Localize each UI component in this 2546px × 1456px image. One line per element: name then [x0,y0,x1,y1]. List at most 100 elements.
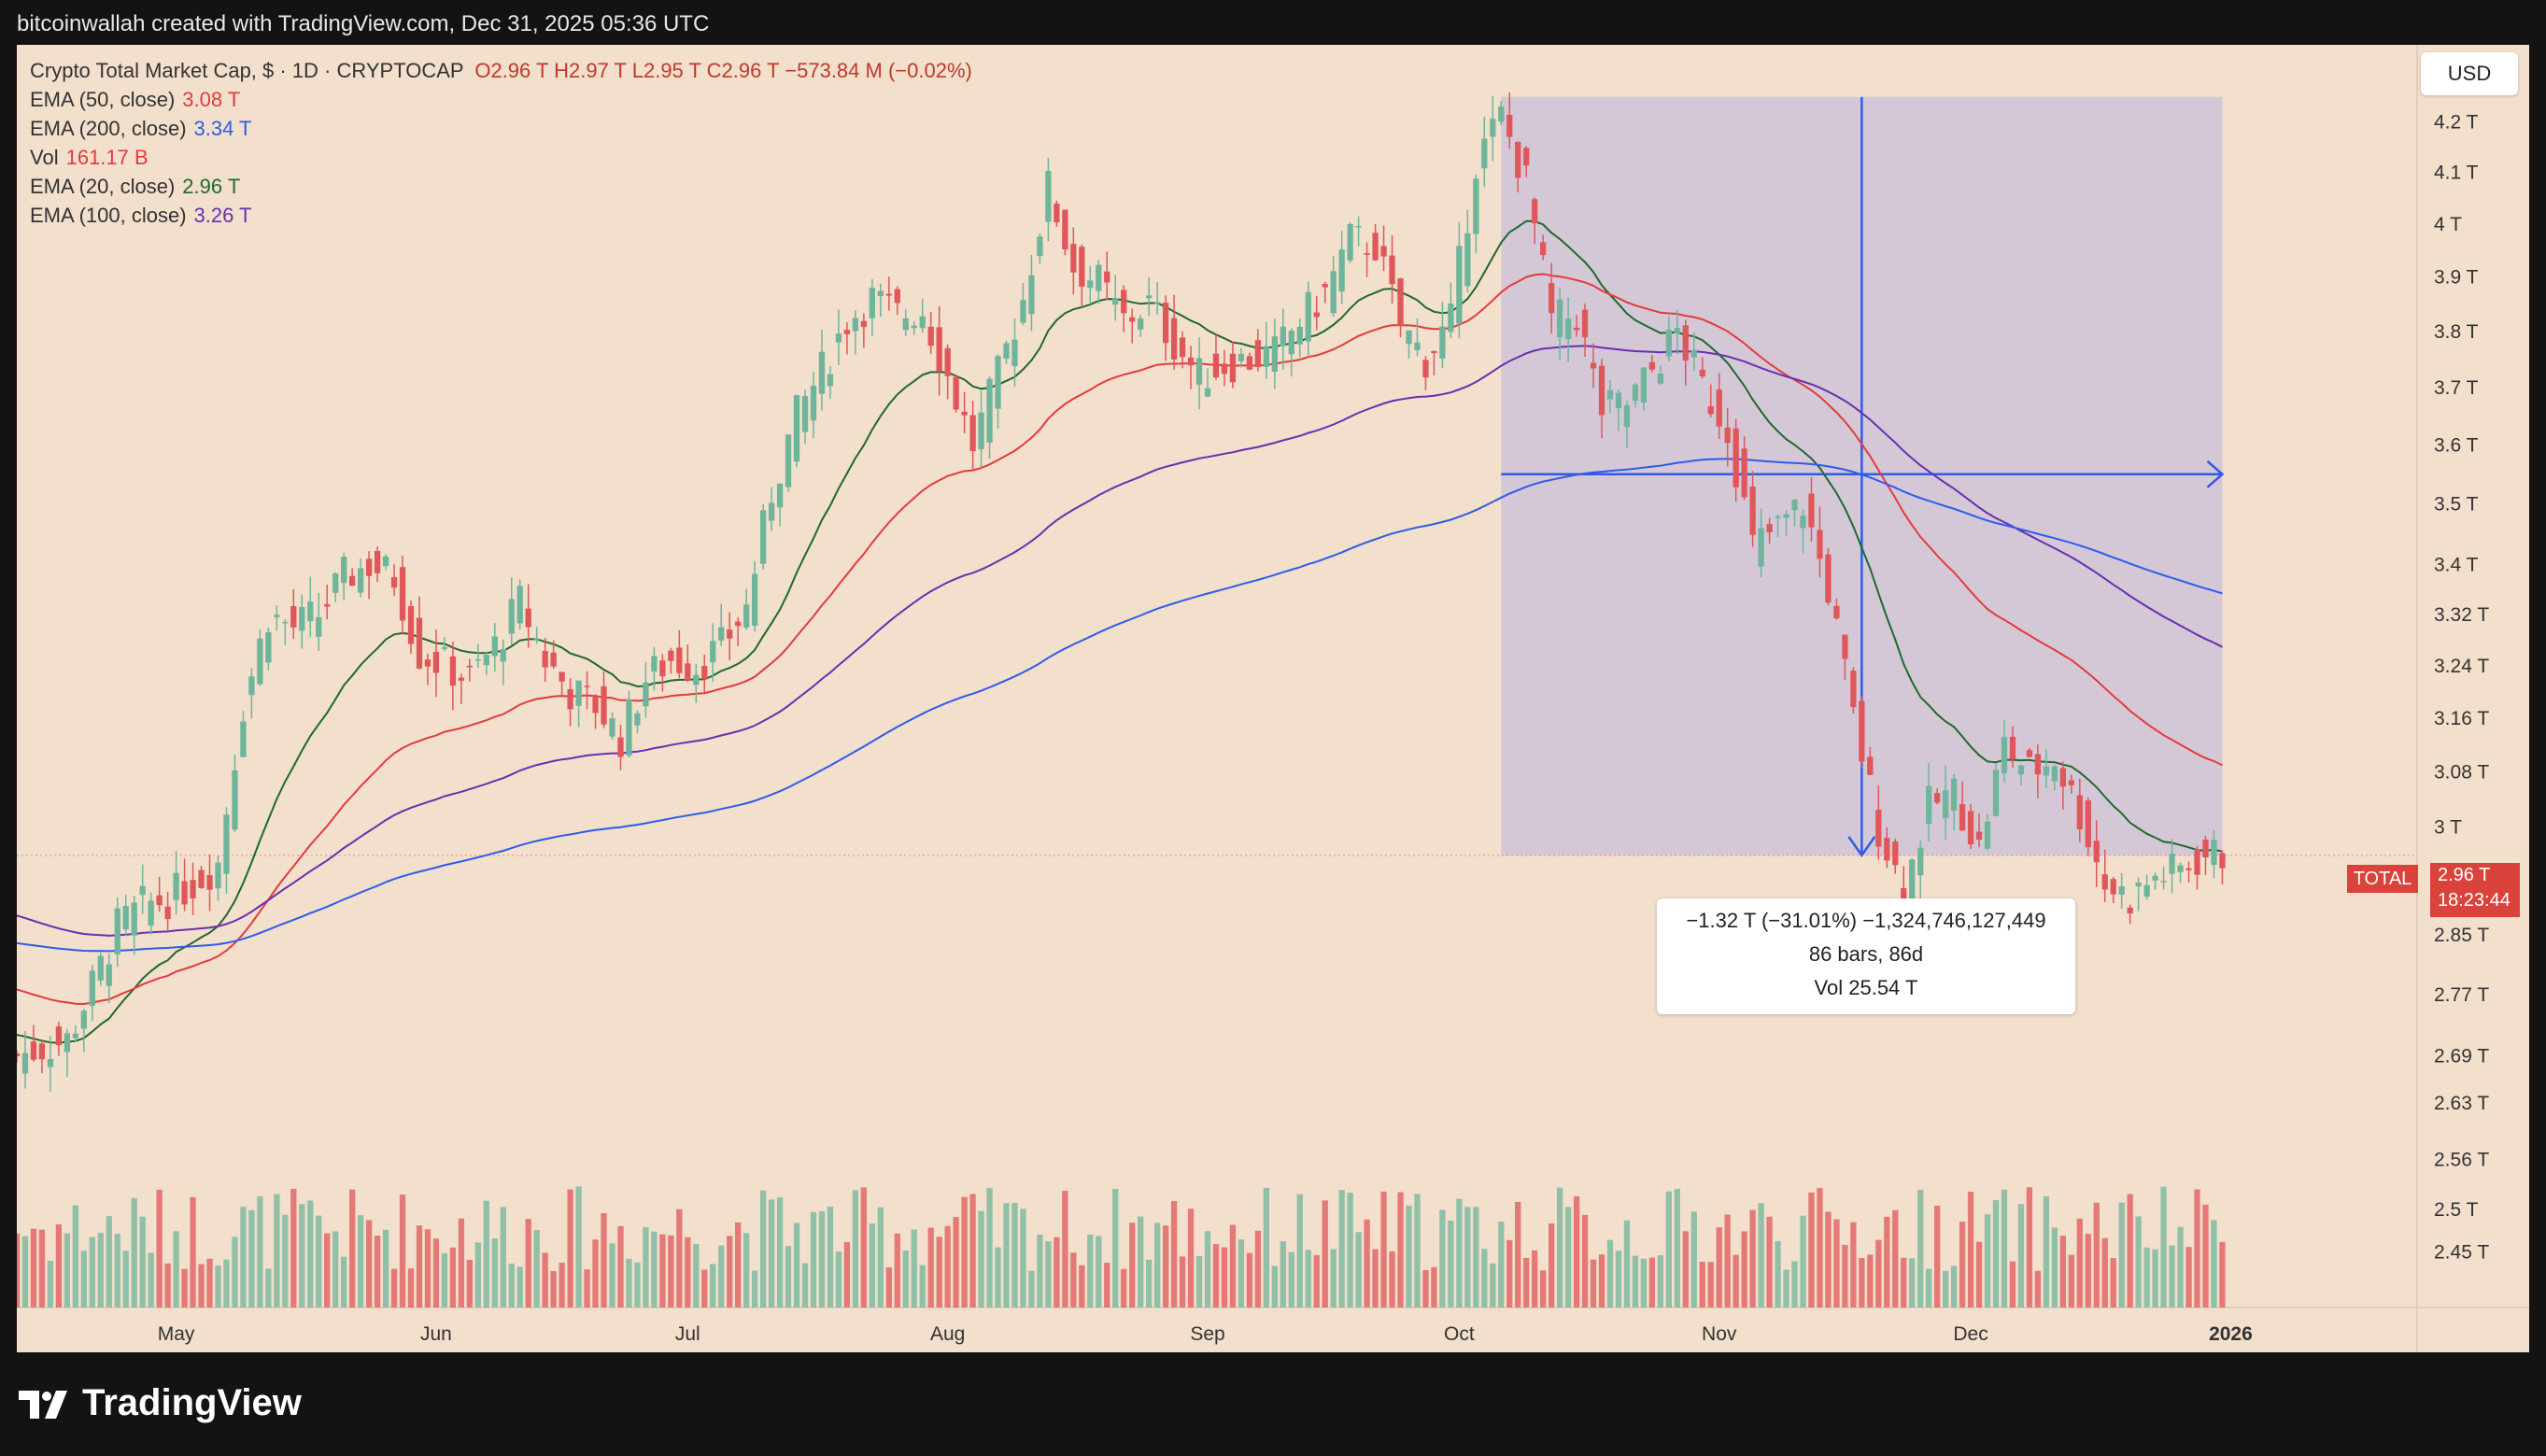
volume-bar [341,1256,347,1308]
volume-bar [1984,1214,1991,1308]
price-tick-label: 3.16 T [2434,708,2489,729]
candle-body [1280,326,1286,346]
candle-body [1590,362,1597,369]
candle-body [827,374,834,387]
legend-ema20[interactable]: EMA (20, close) 2.96 T [30,172,972,201]
volume-bar [944,1225,951,1308]
chart-panel[interactable]: 4.2 T 4.1 T 4 T 3.9 T 3.8 T 3.7 T 3.6 T 3.5 T 3.… [17,45,2529,1352]
candle-body [693,674,700,686]
legend-symbol-row[interactable]: Crypto Total Market Cap, $ · 1D · CRYPTO… [30,56,972,85]
volume-bar [290,1188,297,1308]
volume-bar [1540,1270,1547,1308]
candle-body [374,550,381,573]
candle-body [1448,303,1454,332]
candle-body [1037,236,1043,257]
candle-body [1901,887,1907,909]
volume-bar [1045,1241,1052,1308]
candle-body [735,621,742,627]
legend-volume[interactable]: Vol 161.17 B [30,143,972,172]
volume-bar [785,1246,792,1308]
volume-bar [1271,1265,1278,1308]
volume-bar [1758,1203,1764,1308]
ema100-value: 3.26 T [193,204,252,227]
candle-body [1515,141,1521,178]
candle-body [2001,737,2008,774]
candle-body [399,567,406,621]
volume-bar [458,1218,465,1308]
volume-bar [776,1196,784,1308]
candle-body [793,395,800,462]
volume-bar [332,1231,339,1308]
candle-body [1724,427,1731,444]
change-value: −573.84 M (−0.02%) [785,59,972,82]
tradingview-wordmark: TradingView [82,1382,302,1423]
volume-bar [617,1225,624,1308]
candle-body [1045,170,1052,222]
legend-ema50[interactable]: EMA (50, close) 3.08 T [30,85,972,114]
current-price: 2.96 T [2438,865,2491,885]
volume-bar [1448,1221,1454,1308]
volume-bar [575,1186,582,1308]
price-tick-label: 3.5 T [2434,494,2479,516]
candle-body [365,558,373,576]
volume-bar [1288,1251,1294,1308]
volume-bar [1901,1257,1907,1308]
candle-body [21,1053,29,1074]
volume-bar [902,1250,909,1308]
price-chart[interactable]: 4.2 T 4.1 T 4 T 3.9 T 3.8 T 3.7 T 3.6 T 3.5 T 3.… [17,45,2529,1352]
volume-bar [1733,1254,1739,1308]
candle-body [1917,847,1924,876]
volume-bar [365,1220,373,1308]
volume-bar [1875,1239,1882,1308]
volume-bar [693,1243,700,1308]
candle-body [1372,233,1379,261]
volume-bar [164,1263,171,1308]
candle-body [491,636,498,657]
candle-body [2076,795,2083,830]
volume-bar [1934,1206,1941,1308]
candle-body [1355,226,1362,228]
volume-bar [64,1233,71,1308]
candle-body [1347,223,1353,261]
volume-bar [299,1204,305,1308]
candle-body [1791,499,1798,511]
volume-bar [1162,1225,1169,1308]
volume-bar [936,1237,942,1308]
volume-bar [550,1270,557,1308]
candle-body [1682,325,1689,361]
volume-bar [1263,1187,1269,1308]
candle-body [818,351,826,394]
volume-bar [47,1261,54,1308]
volume-bar [1020,1209,1026,1308]
candle-body [860,320,868,328]
candle-body [1490,119,1496,137]
candle-body [274,615,280,617]
volume-bar [1825,1211,1832,1308]
candle-body [869,288,875,318]
volume-bar [516,1266,523,1308]
currency-button[interactable]: USD [2421,52,2518,95]
volume-bar [1674,1188,1680,1308]
candle-body [1096,264,1102,291]
candle-body [382,556,389,567]
symbol-badge: TOTAL [2347,865,2418,893]
volume-bar [2110,1258,2116,1308]
candle-body [131,902,137,936]
volume-bar [1926,1268,1932,1308]
candle-body [148,900,154,926]
candle-body [1975,831,1983,841]
candle-body [500,648,506,662]
candle-body [38,1043,46,1060]
candle-body [1138,318,1144,330]
legend-ema100[interactable]: EMA (100, close) 3.26 T [30,201,972,230]
legend-ema200[interactable]: EMA (200, close) 3.34 T [30,114,972,143]
candle-body [1850,671,1857,708]
candle-body [449,656,457,686]
volume-bar [307,1200,314,1308]
candle-body [424,659,431,667]
volume-bar [72,1205,78,1308]
volume-bar [1431,1266,1437,1308]
candle-body [1288,331,1294,355]
candle-body [474,658,481,661]
candle-body [2034,754,2042,775]
